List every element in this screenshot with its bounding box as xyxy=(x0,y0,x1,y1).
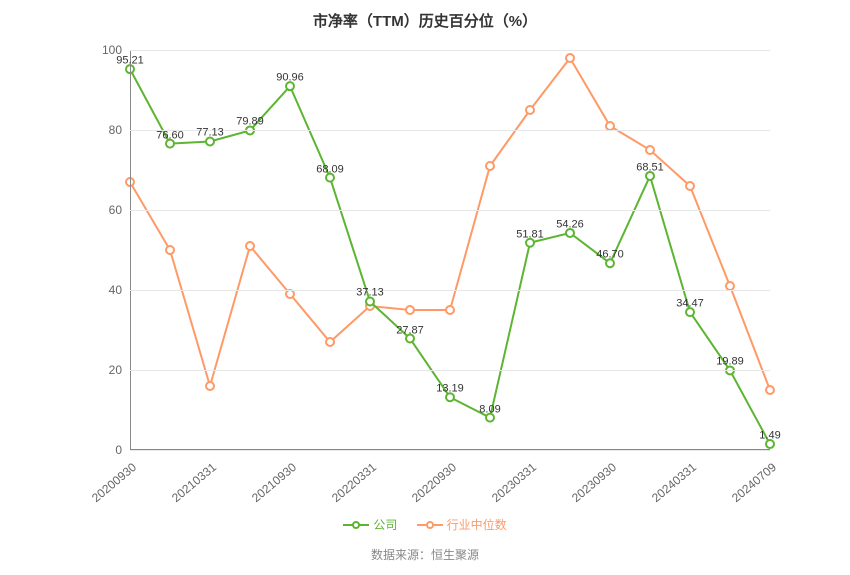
series-marker xyxy=(166,246,174,254)
y-tick-label: 100 xyxy=(62,43,122,57)
grid-line xyxy=(130,50,770,51)
value-label: 54.26 xyxy=(556,219,584,231)
y-tick-label: 80 xyxy=(62,123,122,137)
x-tick-label: 20230331 xyxy=(489,460,539,505)
plot-area: 95.2176.6077.1379.8990.9668.0937.1327.87… xyxy=(130,50,770,450)
series-marker xyxy=(646,146,654,154)
series-marker xyxy=(286,290,294,298)
grid-line xyxy=(130,290,770,291)
series-marker xyxy=(326,338,334,346)
series-line xyxy=(130,58,770,390)
series-marker xyxy=(206,382,214,390)
value-label: 13.19 xyxy=(436,383,464,395)
value-label: 1.49 xyxy=(759,430,780,442)
x-tick-label: 20220331 xyxy=(329,460,379,505)
value-label: 68.51 xyxy=(636,162,664,174)
value-label: 8.09 xyxy=(479,403,500,415)
series-marker xyxy=(246,242,254,250)
y-tick-label: 60 xyxy=(62,203,122,217)
series-marker xyxy=(486,162,494,170)
y-axis-line xyxy=(130,50,131,450)
legend-swatch-company xyxy=(343,524,369,526)
series-marker xyxy=(566,54,574,62)
value-label: 68.09 xyxy=(316,163,344,175)
x-tick-label: 20220930 xyxy=(409,460,459,505)
legend: 公司 行业中位数 xyxy=(0,515,850,534)
value-label: 51.81 xyxy=(516,228,544,240)
value-label: 19.89 xyxy=(716,356,744,368)
value-label: 76.60 xyxy=(156,129,184,141)
grid-line xyxy=(130,450,770,451)
data-source: 数据来源：恒生聚源 xyxy=(0,546,850,563)
grid-line xyxy=(130,370,770,371)
y-tick-label: 0 xyxy=(62,443,122,457)
x-tick-label: 20240709 xyxy=(729,460,779,505)
legend-item-industry: 行业中位数 xyxy=(417,516,507,533)
grid-line xyxy=(130,130,770,131)
value-label: 46.70 xyxy=(596,249,624,261)
value-label: 37.13 xyxy=(356,287,384,299)
series-marker xyxy=(526,106,534,114)
legend-label-company: 公司 xyxy=(373,516,397,533)
x-tick-label: 20230930 xyxy=(569,460,619,505)
series-marker xyxy=(446,306,454,314)
series-marker xyxy=(766,386,774,394)
series-marker xyxy=(726,282,734,290)
legend-swatch-industry xyxy=(417,524,443,526)
series-marker xyxy=(686,182,694,190)
chart-container: 市净率（TTM）历史百分位（%） 95.2176.6077.1379.8990.… xyxy=(0,0,850,575)
x-tick-label: 20210930 xyxy=(249,460,299,505)
legend-label-industry: 行业中位数 xyxy=(447,516,507,533)
series-marker xyxy=(406,306,414,314)
x-tick-label: 20210331 xyxy=(169,460,219,505)
value-label: 77.13 xyxy=(196,127,224,139)
x-tick-label: 20200930 xyxy=(89,460,139,505)
series-marker xyxy=(606,122,614,130)
chart-title: 市净率（TTM）历史百分位（%） xyxy=(0,10,850,31)
legend-item-company: 公司 xyxy=(343,516,397,533)
value-label: 34.47 xyxy=(676,298,704,310)
value-label: 27.87 xyxy=(396,324,424,336)
y-tick-label: 20 xyxy=(62,363,122,377)
grid-line xyxy=(130,210,770,211)
y-tick-label: 40 xyxy=(62,283,122,297)
x-tick-label: 20240331 xyxy=(649,460,699,505)
value-label: 90.96 xyxy=(276,72,304,84)
value-label: 79.89 xyxy=(236,116,264,128)
